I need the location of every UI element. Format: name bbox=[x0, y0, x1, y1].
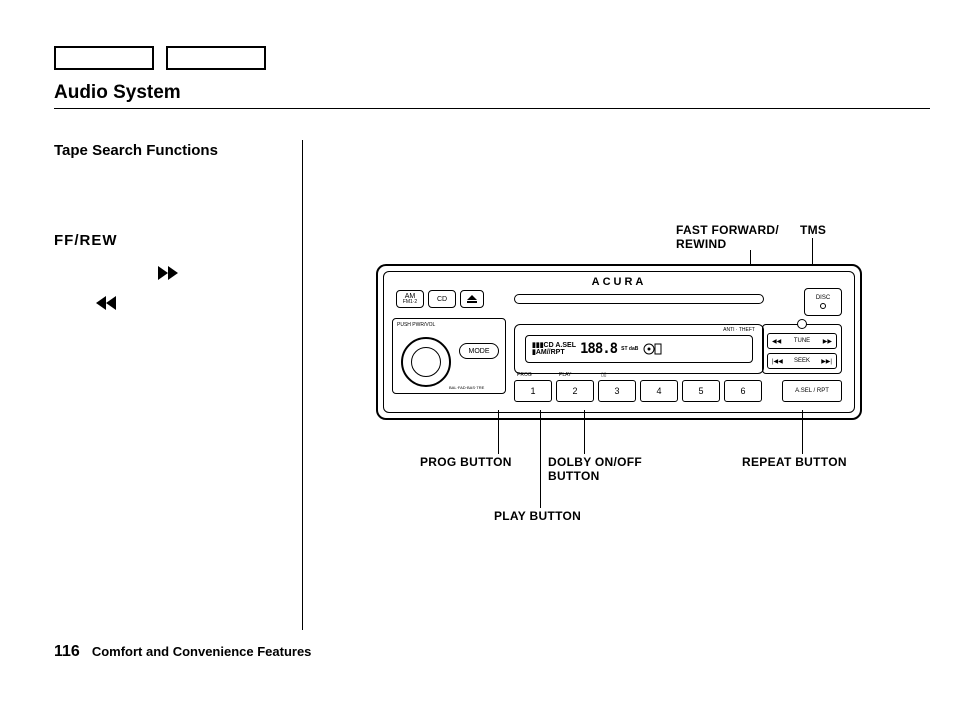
rewind-icon bbox=[92, 296, 116, 315]
tune-label: TUNE bbox=[794, 338, 810, 344]
leader-prog bbox=[498, 410, 499, 454]
callout-ff-rew: FAST FORWARD/ REWIND bbox=[676, 224, 779, 252]
fm-label: FM1·2 bbox=[403, 300, 417, 305]
tune-row: ◀◀ TUNE ▶▶ bbox=[767, 333, 837, 349]
volume-knob bbox=[401, 337, 451, 387]
anti-theft-label: ANTI · THEFT bbox=[723, 327, 755, 333]
preset-2: PLAY2 bbox=[556, 380, 594, 402]
ffrew-label: FF/REW bbox=[54, 232, 118, 249]
preset-4: 4 bbox=[640, 380, 678, 402]
leader-repeat bbox=[802, 410, 803, 454]
callout-tms: TMS bbox=[800, 224, 826, 238]
leader-dolby bbox=[584, 410, 585, 454]
preset-5: 5 bbox=[682, 380, 720, 402]
callout-prog: PROG BUTTON bbox=[420, 456, 512, 470]
radio-diagram: ACURA AM FM1·2 CD DISC PUSH PWR/VOL MODE… bbox=[376, 264, 862, 420]
cd-slot bbox=[514, 294, 764, 304]
tune-seek-panel: ◀◀ TUNE ▶▶ |◀◀ SEEK ▶▶| bbox=[762, 324, 842, 374]
radio-body: ACURA AM FM1·2 CD DISC PUSH PWR/VOL MODE… bbox=[376, 264, 862, 420]
display-content: ▮▮▮CD A.SEL ▮AM//RPT 188.8 ST daB bbox=[525, 335, 753, 363]
display-freq: 188.8 bbox=[580, 341, 617, 357]
eject-button bbox=[460, 290, 484, 308]
asel-rpt-button: A.SEL / RPT bbox=[782, 380, 842, 402]
seek-prev-icon: |◀◀ bbox=[772, 358, 783, 365]
callout-dolby: DOLBY ON/OFF BUTTON bbox=[548, 456, 642, 484]
disc-label: DISC bbox=[816, 295, 830, 301]
brand-label: ACURA bbox=[592, 276, 647, 288]
tune-indicator-icon bbox=[797, 319, 807, 329]
push-pwr-label: PUSH PWR/VOL bbox=[397, 322, 435, 328]
cd-logo-icon bbox=[642, 342, 662, 356]
seek-label: SEEK bbox=[794, 358, 810, 364]
display-text-2: ▮AM//RPT bbox=[532, 349, 576, 356]
header-box-2 bbox=[166, 46, 266, 70]
am-fm-button: AM FM1·2 bbox=[396, 290, 424, 308]
callout-repeat: REPEAT BUTTON bbox=[742, 456, 847, 470]
seek-next-icon: ▶▶| bbox=[821, 358, 832, 365]
title-rule bbox=[54, 108, 930, 109]
display-text-1: ▮▮▮CD A.SEL bbox=[532, 342, 576, 349]
preset-1: PROG1 bbox=[514, 380, 552, 402]
preset-3: ▯▯3 bbox=[598, 380, 636, 402]
header-boxes bbox=[54, 46, 266, 70]
preset-6: 6 bbox=[724, 380, 762, 402]
disc-dot-icon bbox=[820, 303, 826, 309]
tune-ff-icon: ▶▶ bbox=[823, 338, 832, 345]
display-st: ST daB bbox=[621, 346, 638, 352]
leader-play bbox=[540, 410, 541, 508]
tune-rw-icon: ◀◀ bbox=[772, 338, 781, 345]
page-footer: 116 Comfort and Convenience Features bbox=[54, 643, 311, 661]
callout-play: PLAY BUTTON bbox=[494, 510, 581, 524]
footer-section: Comfort and Convenience Features bbox=[92, 644, 312, 659]
seek-row: |◀◀ SEEK ▶▶| bbox=[767, 353, 837, 369]
page-number: 116 bbox=[54, 643, 80, 661]
preset-row: PROG1 PLAY2 ▯▯3 4 5 6 bbox=[514, 380, 762, 402]
bass-treble-label: BAL·FAD·BAS·TRE bbox=[449, 385, 484, 390]
cd-button: CD bbox=[428, 290, 456, 308]
section-title: Tape Search Functions bbox=[54, 142, 218, 159]
page-title: Audio System bbox=[54, 82, 181, 104]
radio-bezel: ACURA AM FM1·2 CD DISC PUSH PWR/VOL MODE… bbox=[383, 271, 855, 413]
fast-forward-icon bbox=[158, 266, 182, 285]
knob-panel: PUSH PWR/VOL MODE BAL·FAD·BAS·TRE bbox=[392, 318, 506, 394]
lcd-display: ANTI · THEFT ▮▮▮CD A.SEL ▮AM//RPT 188.8 … bbox=[514, 324, 764, 374]
disc-button: DISC bbox=[804, 288, 842, 316]
header-box-1 bbox=[54, 46, 154, 70]
mode-button: MODE bbox=[459, 343, 499, 359]
column-divider bbox=[302, 140, 303, 630]
